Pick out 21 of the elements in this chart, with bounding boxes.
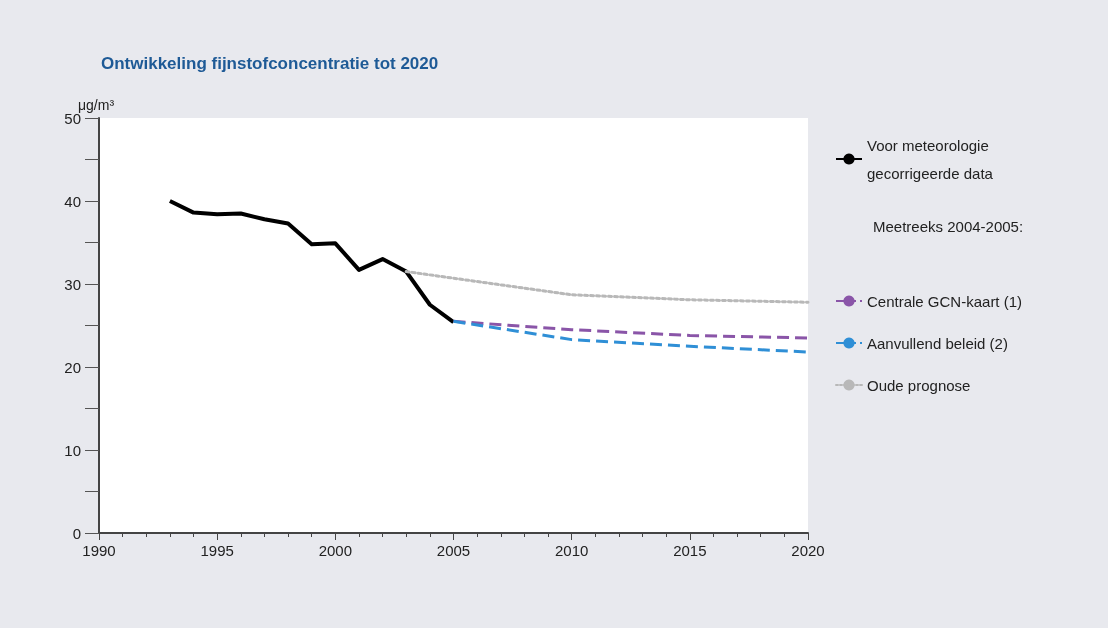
y-tick-label: 10: [64, 441, 81, 459]
y-tick-label: 20: [64, 358, 81, 376]
y-tick-label: 30: [64, 275, 81, 293]
x-tick-label: 1990: [82, 542, 116, 559]
x-tick-label: 2010: [554, 542, 589, 559]
line-series: [167, 199, 456, 325]
y-axis-title: μg/m³: [78, 97, 115, 113]
x-tick-label: 2000: [318, 542, 353, 559]
line-series: [404, 270, 810, 304]
legend-label: Aanvullend beleid (2): [867, 334, 1008, 352]
x-tick-label: 1995: [200, 542, 234, 559]
x-tick-label: 2015: [673, 542, 707, 559]
chart-title: Ontwikkeling fijnstofconcentratie tot 2020: [101, 54, 439, 73]
legend-label: Voor meteorologie gecorrigeerde data: [867, 136, 994, 182]
legend-label: Oude prognose: [867, 376, 971, 394]
y-tick-label: 0: [72, 524, 81, 542]
x-tick-label: 2005: [436, 542, 471, 559]
legend-label: Centrale GCN-kaart (1): [867, 292, 1023, 310]
y-tick-label: 40: [64, 192, 81, 210]
legend-title: Meetreeks 2004-2005:: [873, 218, 1024, 235]
x-tick-label: 2020: [791, 542, 825, 559]
